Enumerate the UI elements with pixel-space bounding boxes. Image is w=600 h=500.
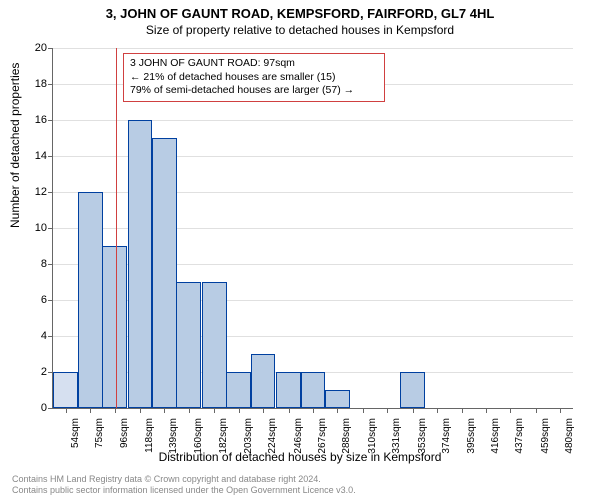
xtick-mark <box>164 408 165 413</box>
chart-container: 3, JOHN OF GAUNT ROAD, KEMPSFORD, FAIRFO… <box>0 0 600 500</box>
footer-line: Contains public sector information licen… <box>12 485 356 496</box>
xtick-mark <box>486 408 487 413</box>
xtick-mark <box>239 408 240 413</box>
ytick-label: 20 <box>19 42 47 54</box>
ytick-mark <box>48 228 53 229</box>
histogram-bar <box>78 192 103 408</box>
histogram-bar <box>202 282 227 408</box>
ytick-label: 2 <box>19 366 47 378</box>
chart-plot-area: 024681012141618203 JOHN OF GAUNT ROAD: 9… <box>52 48 572 408</box>
histogram-bar <box>400 372 425 408</box>
ytick-label: 4 <box>19 330 47 342</box>
ytick-mark <box>48 372 53 373</box>
chart-title: 3, JOHN OF GAUNT ROAD, KEMPSFORD, FAIRFO… <box>0 0 600 21</box>
ytick-mark <box>48 192 53 193</box>
ytick-mark <box>48 156 53 157</box>
annotation-line: 3 JOHN OF GAUNT ROAD: 97sqm <box>130 57 378 71</box>
annotation-box: 3 JOHN OF GAUNT ROAD: 97sqm← 21% of deta… <box>123 53 385 102</box>
histogram-bar <box>251 354 276 408</box>
xtick-mark <box>263 408 264 413</box>
gridline <box>53 48 573 49</box>
histogram-bar <box>276 372 301 408</box>
ytick-mark <box>48 120 53 121</box>
xtick-mark <box>337 408 338 413</box>
footer-line: Contains HM Land Registry data © Crown c… <box>12 474 356 485</box>
xtick-mark <box>90 408 91 413</box>
chart-subtitle: Size of property relative to detached ho… <box>0 21 600 37</box>
ytick-label: 0 <box>19 402 47 414</box>
histogram-bar <box>176 282 201 408</box>
xtick-mark <box>115 408 116 413</box>
ytick-mark <box>48 48 53 49</box>
xtick-mark <box>313 408 314 413</box>
histogram-bar <box>325 390 350 408</box>
ytick-label: 8 <box>19 258 47 270</box>
histogram-bar <box>102 246 127 408</box>
xtick-mark <box>214 408 215 413</box>
marker-line <box>116 48 117 408</box>
xtick-mark <box>189 408 190 413</box>
x-axis-label: Distribution of detached houses by size … <box>0 450 600 464</box>
ytick-label: 16 <box>19 114 47 126</box>
annotation-line: ← 21% of detached houses are smaller (15… <box>130 71 378 85</box>
histogram-bar <box>226 372 251 408</box>
xtick-mark <box>413 408 414 413</box>
ytick-mark <box>48 408 53 409</box>
histogram-bar <box>152 138 177 408</box>
xtick-mark <box>560 408 561 413</box>
xtick-mark <box>140 408 141 413</box>
ytick-label: 18 <box>19 78 47 90</box>
ytick-mark <box>48 84 53 85</box>
xtick-mark <box>536 408 537 413</box>
histogram-bar <box>301 372 326 408</box>
xtick-mark <box>289 408 290 413</box>
histogram-bar <box>53 372 78 408</box>
ytick-label: 10 <box>19 222 47 234</box>
ytick-mark <box>48 300 53 301</box>
xtick-mark <box>387 408 388 413</box>
ytick-mark <box>48 264 53 265</box>
ytick-mark <box>48 336 53 337</box>
histogram-bar <box>128 120 153 408</box>
xtick-mark <box>363 408 364 413</box>
xtick-mark <box>437 408 438 413</box>
xtick-mark <box>462 408 463 413</box>
annotation-line: 79% of semi-detached houses are larger (… <box>130 84 378 98</box>
ytick-label: 14 <box>19 150 47 162</box>
ytick-label: 12 <box>19 186 47 198</box>
plot-region: 024681012141618203 JOHN OF GAUNT ROAD: 9… <box>52 48 573 409</box>
xtick-mark <box>510 408 511 413</box>
xtick-mark <box>66 408 67 413</box>
ytick-label: 6 <box>19 294 47 306</box>
footer-attribution: Contains HM Land Registry data © Crown c… <box>12 474 356 496</box>
